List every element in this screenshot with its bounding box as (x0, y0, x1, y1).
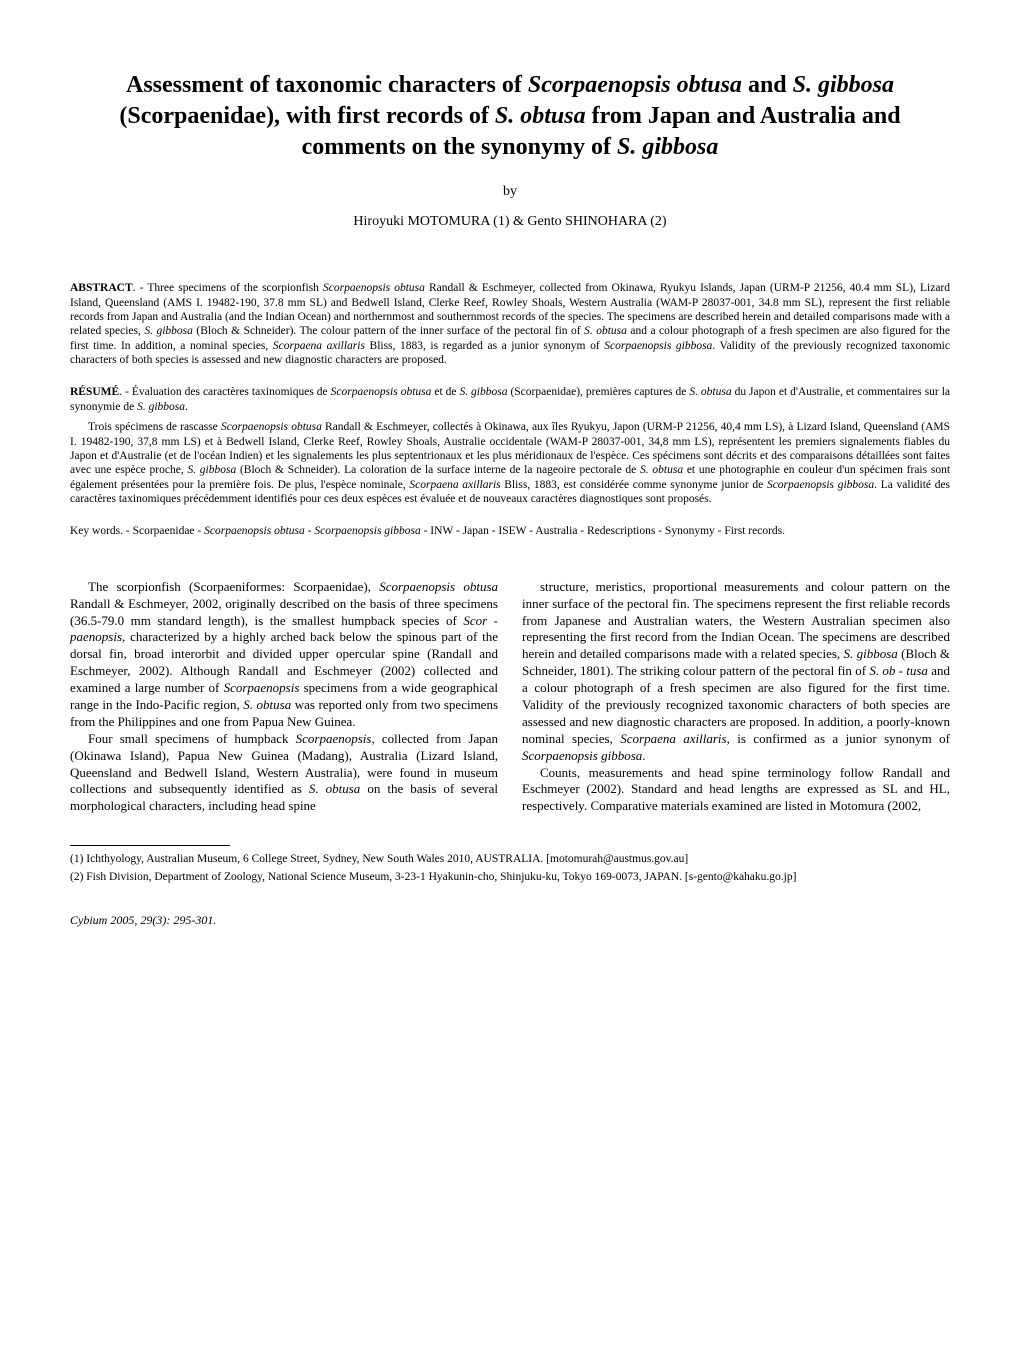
abstract: ABSTRACT. - Three specimens of the scorp… (70, 281, 950, 367)
footnote-2: (2) Fish Division, Department of Zoology… (70, 870, 950, 886)
body-columns: The scorpionfish (Scorpaeniformes: Scorp… (70, 579, 950, 815)
column-left: The scorpionfish (Scorpaeniformes: Scorp… (70, 579, 498, 815)
body-paragraph: The scorpionfish (Scorpaeniformes: Scorp… (70, 579, 498, 731)
body-paragraph: Four small specimens of humpback Scorpae… (70, 731, 498, 815)
abstract-label: ABSTRACT (70, 282, 133, 294)
abstract-text: . - Three specimens of the scorpionfish … (70, 282, 950, 366)
resume-label: RÉSUMÉ (70, 386, 119, 398)
keywords: Key words. - Scorpaenidae - Scorpaenopsi… (70, 524, 950, 538)
footnote-1: (1) Ichthyology, Australian Museum, 6 Co… (70, 852, 950, 868)
footnote-rule (70, 845, 230, 846)
body-paragraph: structure, meristics, proportional measu… (522, 579, 950, 765)
resume-body: Trois spécimens de rascasse Scorpaenopsi… (70, 420, 950, 506)
column-right: structure, meristics, proportional measu… (522, 579, 950, 815)
authors: Hiroyuki MOTOMURA (1) & Gento SHINOHARA … (70, 214, 950, 231)
resume-heading-text: . - Évaluation des caractères taxinomiqu… (70, 386, 950, 412)
article-title: Assessment of taxonomic characters of Sc… (70, 70, 950, 164)
resume-heading: RÉSUMÉ. - Évaluation des caractères taxi… (70, 385, 950, 414)
journal-citation: Cybium 2005, 29(3): 295-301. (70, 913, 950, 927)
body-paragraph: Counts, measurements and head spine term… (522, 765, 950, 816)
byline: by (70, 184, 950, 201)
footnotes: (1) Ichthyology, Australian Museum, 6 Co… (70, 852, 950, 885)
